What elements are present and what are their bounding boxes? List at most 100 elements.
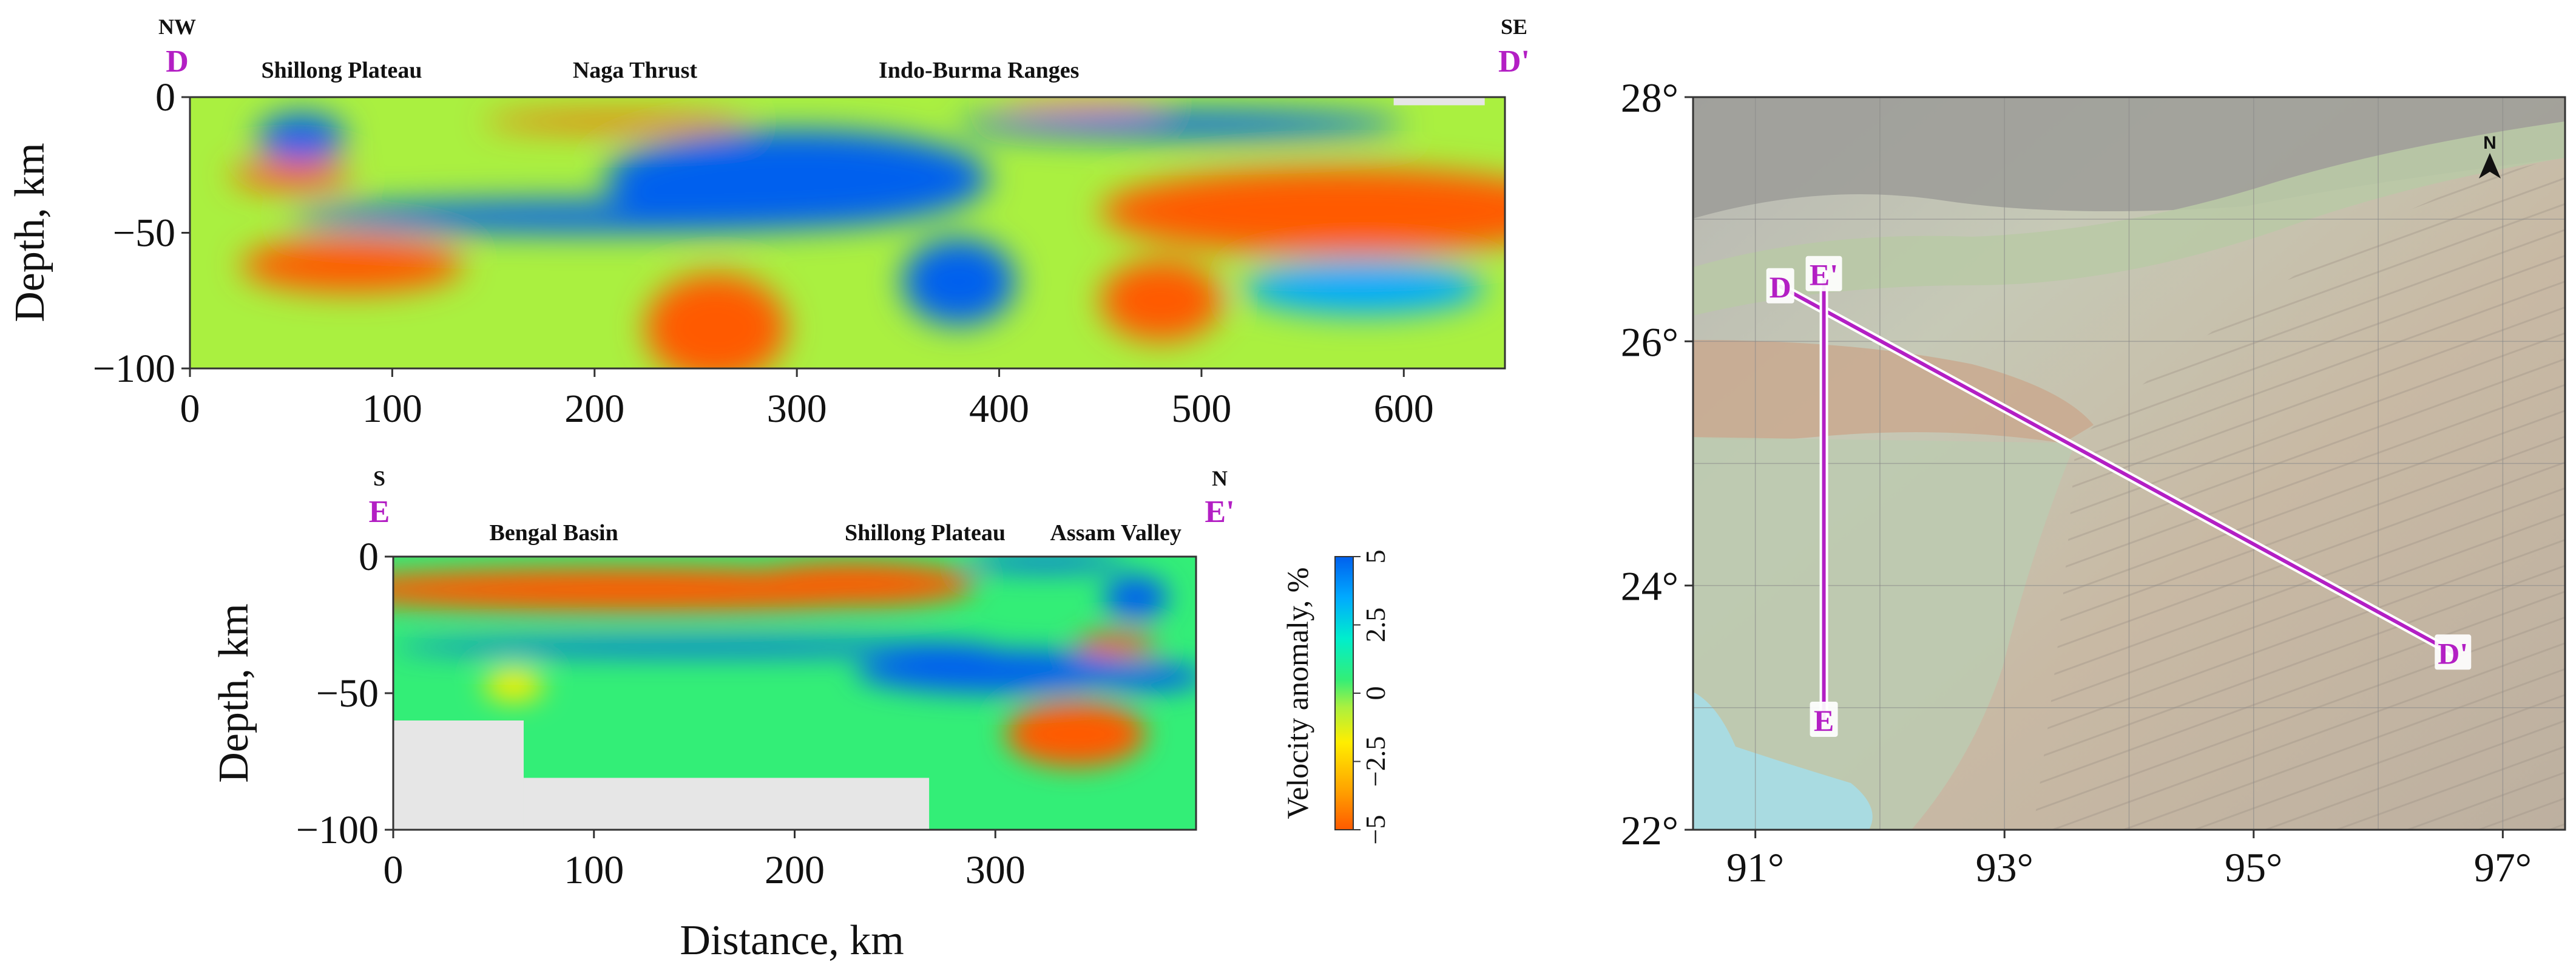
profile-dd-ylabel: Depth, km: [7, 143, 53, 322]
anomaly-ee-7: [1005, 701, 1146, 767]
region-label-ee-0: Bengal Basin: [489, 520, 618, 546]
anomaly-dd-5: [604, 129, 989, 228]
anomaly-ee-4: [1086, 663, 1196, 691]
region-label-ee-2: Assam Valley: [1050, 520, 1181, 546]
map-ytick-label-1: 24°: [1621, 563, 1678, 609]
profile-dd-start-label: D: [166, 44, 189, 79]
colorbar-gradient: [1334, 556, 1354, 830]
anomaly-ee-8: [483, 668, 544, 702]
anomaly-dd-3: [483, 113, 746, 130]
anomaly-ee-2: [393, 639, 996, 655]
map-profile-label-box-0-1: [2435, 634, 2472, 670]
map-profile-label-0-1: D': [2438, 636, 2468, 670]
map-profile-label-box-1-0: [1810, 701, 1838, 737]
north-arrow-label: N: [2483, 133, 2497, 153]
map-profile-label-1-0: E: [1814, 703, 1834, 737]
profile-dd-end-label: D': [1498, 44, 1530, 79]
map-grid: [1693, 97, 2565, 830]
map-profile-label-1-1: E': [1810, 258, 1838, 292]
region-label-ee-1: Shillong Plateau: [845, 520, 1006, 546]
profile-ee-axes: 0 100 200 300 0 −50 −100: [296, 535, 1026, 892]
ytick-label-dd-2: −100: [93, 347, 175, 391]
profile-dd-nodata: [1393, 97, 1485, 106]
map-ytick-label-2: 26°: [1621, 319, 1678, 365]
profile-dd-anomalies: [230, 97, 1505, 368]
profile-ee-panel: 0 100 200 300 0 −50 −100 Depth, km Distance, k…: [211, 466, 1235, 964]
anomaly-dd-6: [902, 238, 1016, 325]
anomaly-ee-3: [854, 649, 1136, 693]
map-xtick-label-3: 97°: [2474, 844, 2532, 890]
profile-ee-end-direction: N: [1212, 466, 1228, 490]
profile-dd-start-direction: NW: [158, 15, 196, 39]
colorbar: 5 2.5 0 −2.5 −5 Velocity anomaly, %: [1280, 550, 1391, 845]
anomaly-dd-2: [240, 238, 464, 293]
cbar-tick-label-0: 5: [1360, 550, 1391, 564]
profile-dd-panel: 0 100 200 300 400 500 600 0 −50 −100 Depth, km Sh…: [7, 15, 1530, 431]
north-arrow-icon: [2479, 153, 2501, 178]
map-profiles: D D' E E': [1766, 256, 2472, 737]
location-map: D D' E E' 91° 93° 95° 97° 22° 24° 26° 28° N: [1621, 75, 2566, 890]
ytick-label-ee-2: −100: [296, 808, 379, 852]
region-label-dd-2: Indo-Burma Ranges: [879, 58, 1079, 83]
xtick-label-ee-1: 100: [564, 848, 624, 892]
map-indo-burma-ranges: [2033, 158, 2565, 830]
anomaly-dd-0: [257, 113, 346, 163]
profile-ee-nodata: [393, 720, 930, 830]
xtick-label-ee-3: 300: [965, 848, 1026, 892]
map-profile-label-box-1-1: [1805, 256, 1842, 291]
map-profile-label-0-0: D: [1770, 270, 1791, 304]
profile-ee-anomalies: [393, 557, 1196, 767]
map-axes: 91° 93° 95° 97° 22° 24° 26° 28°: [1621, 75, 2532, 890]
profile-ee-start-direction: S: [373, 466, 385, 490]
region-label-dd-0: Shillong Plateau: [262, 58, 422, 83]
nodata-ee-0: [393, 720, 524, 830]
map-bengal-plain: [1693, 437, 2075, 830]
profile-dd-regions: Shillong Plateau Naga Thrust Indo-Burma Ra…: [262, 58, 1080, 83]
ytick-label-dd-1: −50: [113, 211, 175, 256]
anomaly-dd-9: [1100, 168, 1505, 255]
map-shillong-plateau: [1693, 340, 2094, 443]
anomaly-dd-12: [1242, 260, 1485, 314]
anomaly-dd-8: [958, 110, 1404, 138]
map-xtick-label-2: 95°: [2225, 844, 2282, 890]
profile-dd-end-direction: SE: [1501, 15, 1527, 39]
profile-ee-xlabel: Distance, km: [680, 917, 904, 964]
cbar-tick-label-4: −5: [1360, 815, 1391, 845]
profile-ee-regions: Bengal Basin Shillong Plateau Assam Valley: [489, 520, 1181, 546]
anomaly-ee-6: [1103, 575, 1168, 620]
nodata-dd-0: [1393, 97, 1485, 106]
map-ytick-label-3: 28°: [1621, 75, 1678, 121]
north-arrow: N: [2479, 133, 2501, 178]
anomaly-ee-9: [965, 557, 1126, 571]
nodata-ee-1: [523, 778, 930, 830]
anomaly-dd-10: [1100, 260, 1222, 342]
xtick-label-dd-5: 500: [1171, 387, 1231, 431]
map-bay-of-bengal: [1693, 692, 1873, 830]
profile-dd-axes: 0 100 200 300 400 500 600 0 −50 −100: [93, 75, 1434, 431]
map-frame: [1692, 96, 2566, 831]
xtick-label-ee-2: 200: [765, 848, 825, 892]
ytick-label-ee-1: −50: [316, 671, 379, 716]
cbar-tick-label-2: 0: [1360, 687, 1391, 700]
xtick-label-dd-0: 0: [180, 387, 200, 431]
anomaly-ee-1: [734, 562, 976, 606]
profile-ee-start-label: E: [369, 495, 390, 529]
anomaly-ee-5: [1075, 633, 1156, 655]
colorbar-ticks: 5 2.5 0 −2.5 −5: [1353, 550, 1391, 845]
region-label-dd-1: Naga Thrust: [573, 58, 698, 83]
map-profile-label-box-0-0: [1766, 268, 1794, 303]
xtick-label-dd-4: 400: [969, 387, 1029, 431]
xtick-label-dd-6: 600: [1374, 387, 1434, 431]
xtick-label-dd-1: 100: [362, 387, 422, 431]
xtick-label-dd-3: 300: [767, 387, 827, 431]
profile-ee-ylabel: Depth, km: [211, 603, 257, 783]
profile-ee-end-label: E': [1205, 495, 1234, 529]
anomaly-dd-7: [645, 273, 787, 368]
colorbar-title: Velocity anomaly, %: [1280, 568, 1314, 819]
ytick-label-dd-0: 0: [155, 75, 175, 120]
map-xtick-label-1: 93°: [1976, 844, 2033, 890]
anomaly-dd-11: [999, 97, 1161, 111]
anomaly-dd-1: [230, 162, 352, 189]
xtick-label-dd-2: 200: [564, 387, 624, 431]
